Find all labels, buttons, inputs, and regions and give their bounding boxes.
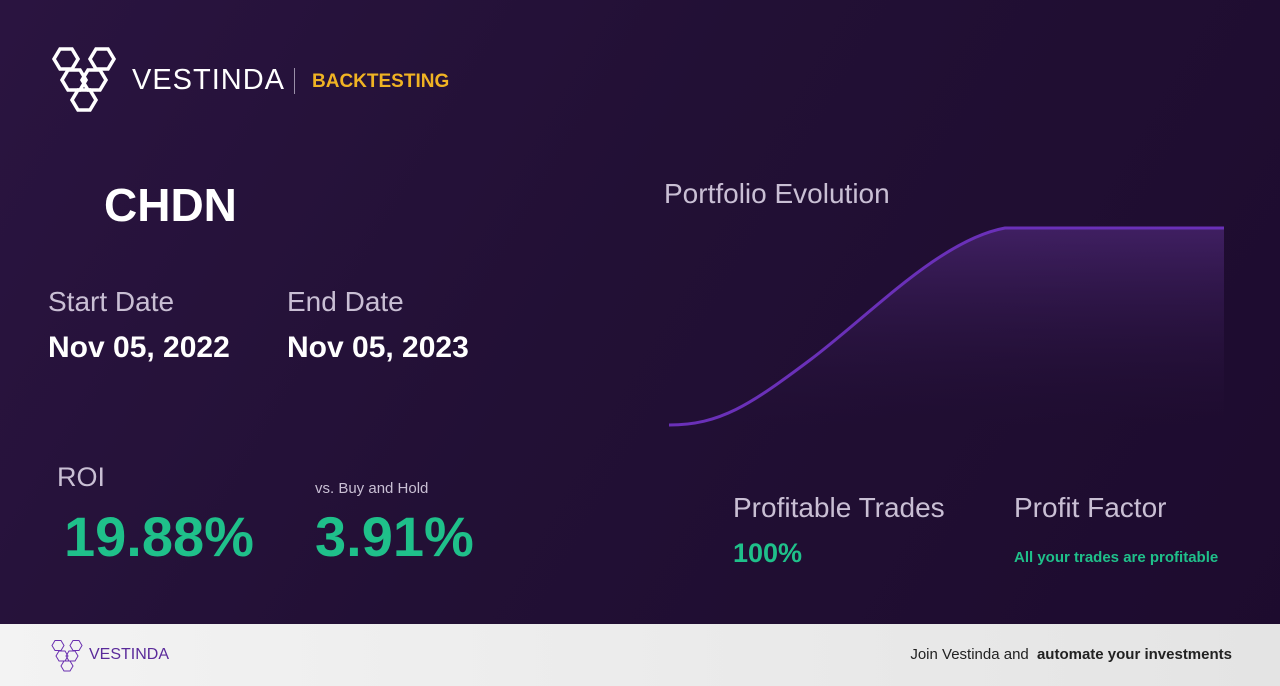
footer-cta: Join Vestinda and automate your investme… (910, 646, 1232, 663)
ticker: CHDN (104, 179, 237, 231)
end-date: Nov 05, 2023 (287, 331, 469, 364)
brand: VESTINDA (132, 64, 286, 96)
trades-label: Profitable Trades (733, 492, 945, 523)
footer-logo (51, 640, 83, 672)
footer: VESTINDA Join Vestinda and automate your… (0, 624, 1280, 686)
bh-label: vs. Buy and Hold (315, 480, 429, 497)
bh-value: 3.91% (315, 505, 474, 568)
trades-value: 100% (733, 538, 803, 568)
cta-bold[interactable]: automate your investments (1036, 646, 1232, 663)
pf-value: All your trades are profitable (1014, 549, 1219, 566)
divider (294, 68, 295, 94)
roi-label: ROI (57, 462, 106, 492)
section: BACKTESTING (312, 71, 450, 92)
pf-label: Profit Factor (1014, 492, 1167, 523)
line (668, 226, 1224, 427)
end-label: End Date (287, 286, 404, 317)
footer-brand: VESTINDA (89, 646, 170, 663)
cta-plain: Join Vestinda and (910, 646, 1029, 663)
start-date: Nov 05, 2022 (48, 331, 230, 364)
roi-value: 19.88% (64, 505, 254, 568)
portfolio-chart (668, 226, 1224, 427)
area (669, 228, 1224, 425)
chart-title: Portfolio Evolution (664, 178, 890, 209)
logo (51, 47, 117, 112)
start-label: Start Date (48, 286, 175, 317)
